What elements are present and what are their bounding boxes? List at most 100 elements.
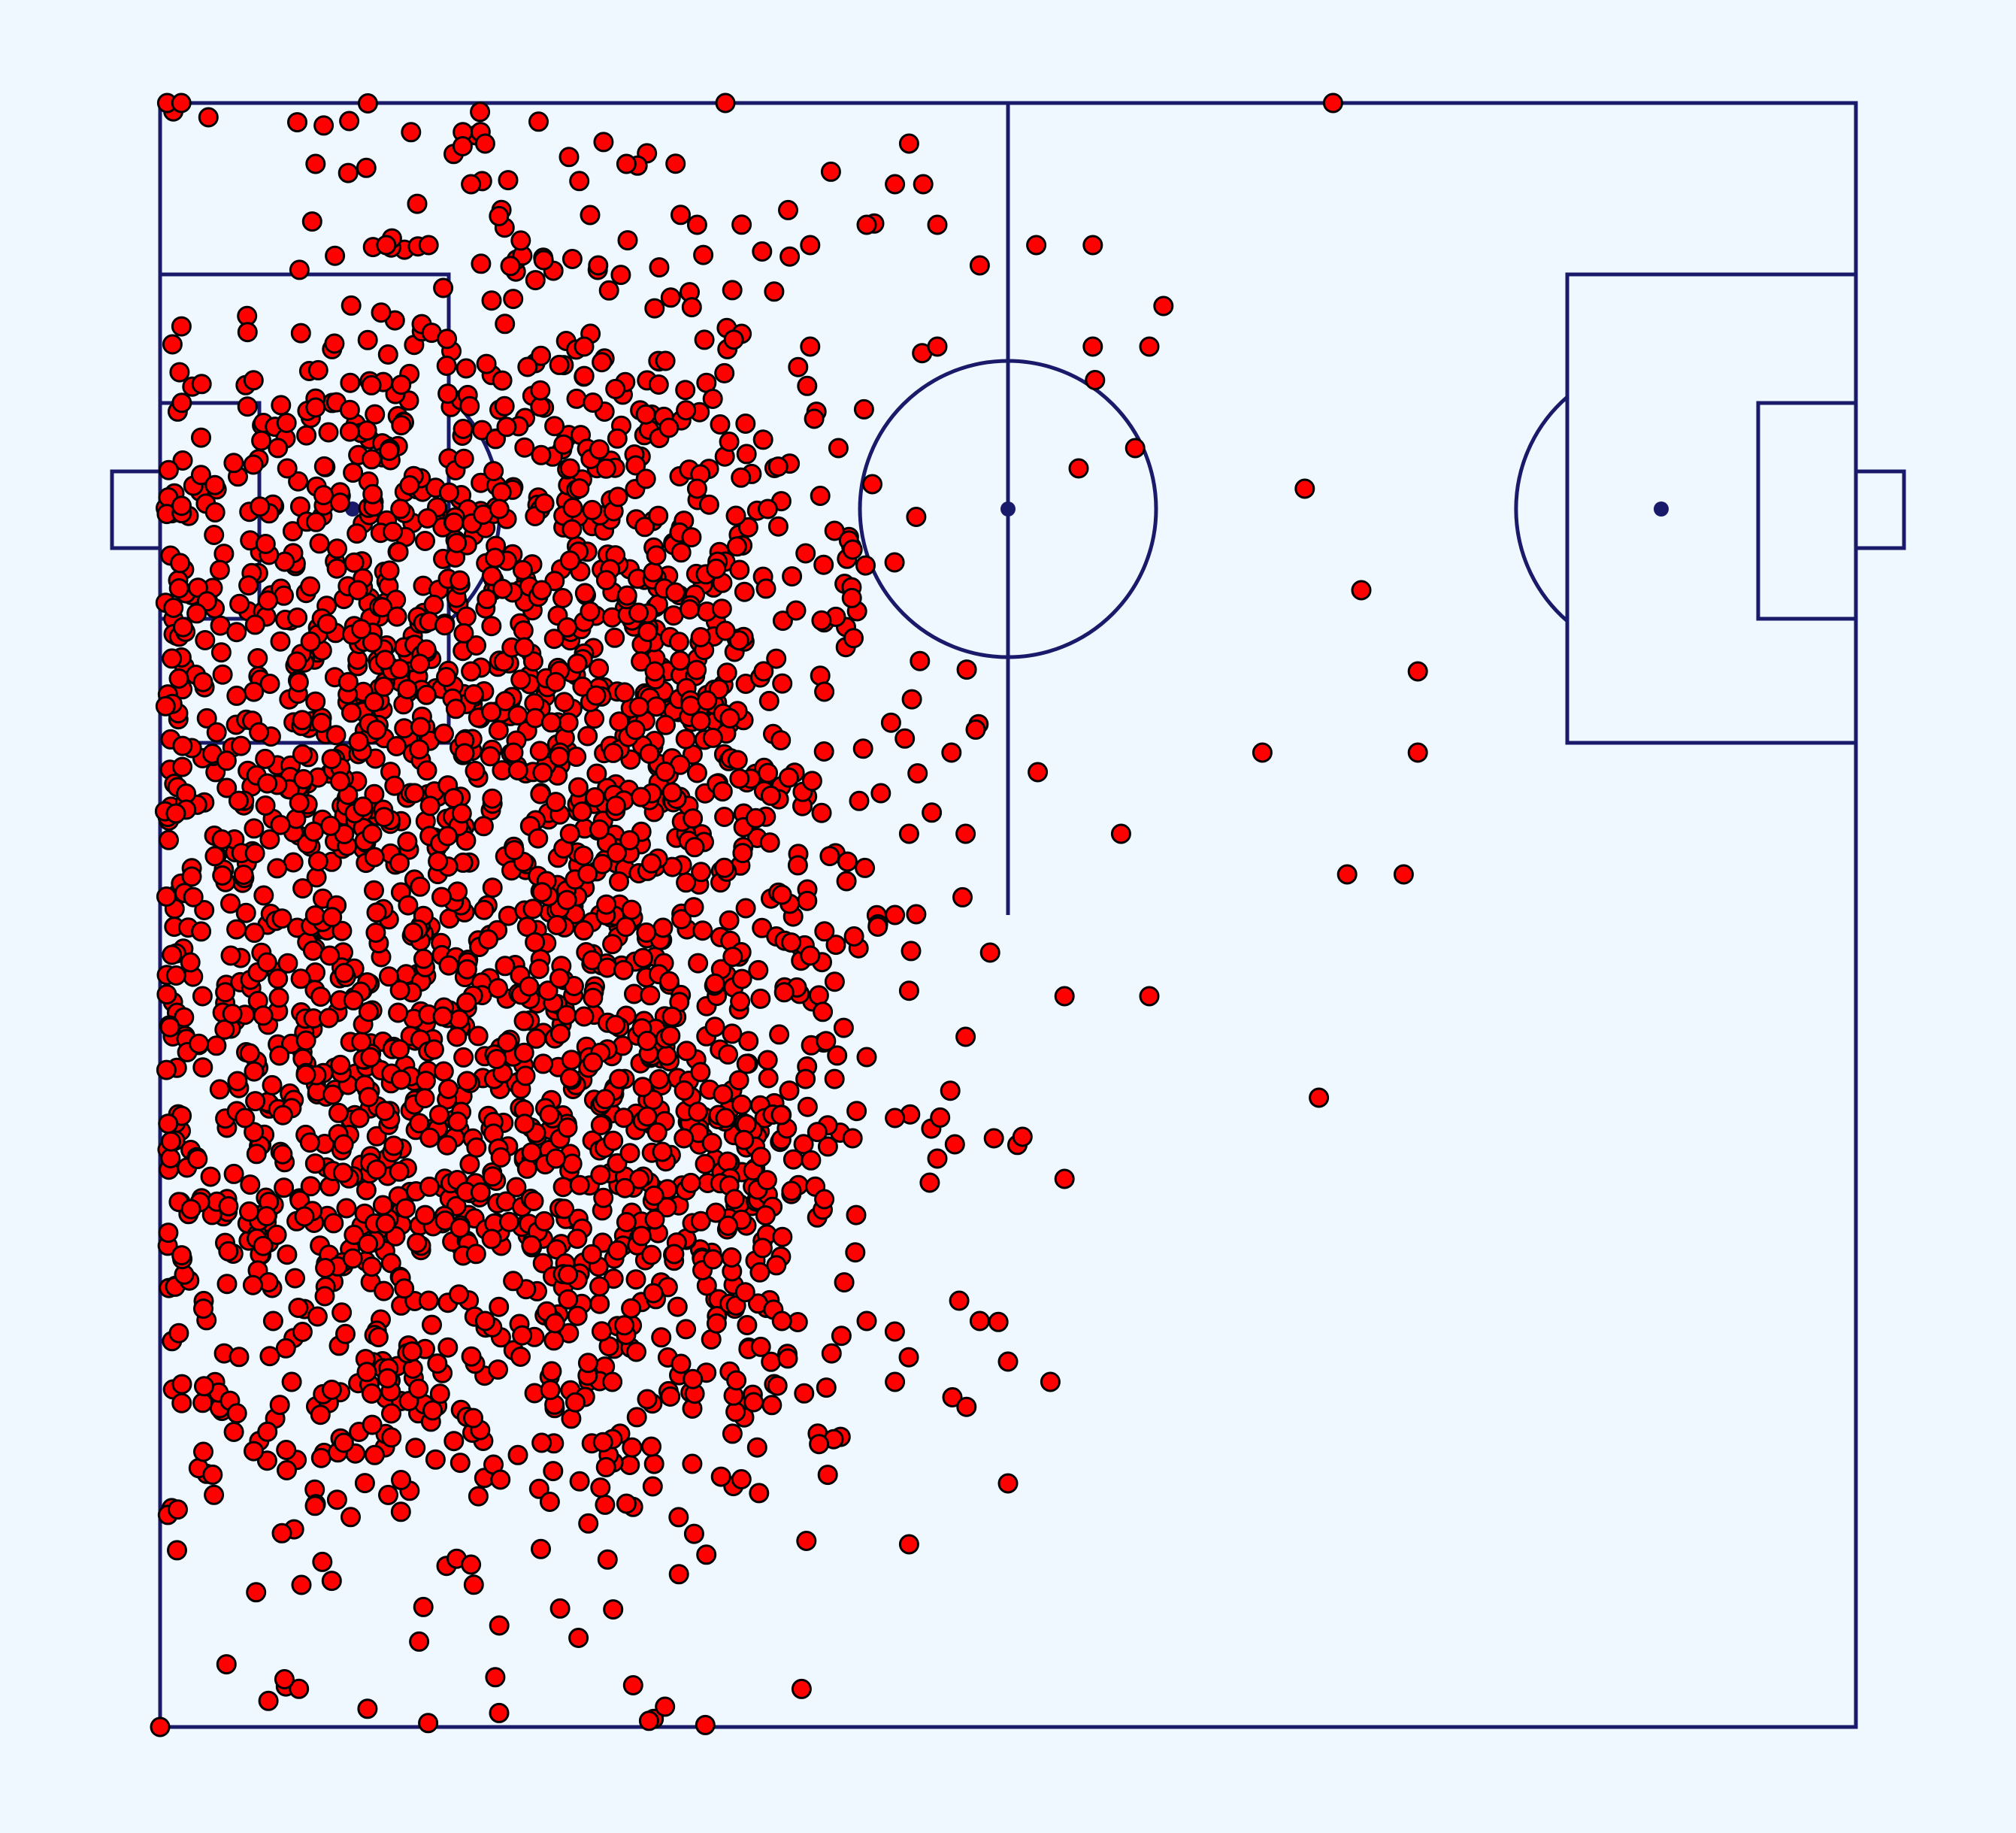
scatter-point: [403, 922, 424, 943]
scatter-point: [786, 600, 807, 621]
scatter-point: [755, 1205, 776, 1226]
scatter-point: [665, 582, 686, 603]
scatter-point: [628, 602, 649, 623]
scatter-point: [332, 1162, 353, 1183]
scatter-point: [644, 298, 665, 319]
scatter-point: [304, 1495, 325, 1516]
scatter-point: [366, 902, 387, 923]
scatter-point: [342, 1248, 363, 1269]
scatter-point: [450, 570, 471, 591]
scatter-point: [562, 519, 583, 540]
scatter-point: [490, 1469, 511, 1490]
scatter-point: [643, 1283, 664, 1304]
scatter-point: [755, 578, 776, 599]
scatter-point: [446, 1026, 468, 1047]
scatter-point: [727, 750, 748, 771]
scatter-point: [602, 934, 623, 955]
scatter-point: [437, 826, 458, 847]
scatter-point: [495, 691, 516, 711]
scatter-point: [837, 851, 858, 872]
scatter-point: [665, 153, 686, 174]
scatter-point: [324, 333, 345, 354]
scatter-point: [413, 948, 434, 969]
scatter-point: [285, 1268, 305, 1289]
scatter-point: [589, 658, 610, 679]
scatter-point: [218, 1241, 239, 1262]
scatter-point: [771, 1310, 792, 1332]
scatter-point: [760, 785, 781, 806]
scatter-point: [979, 942, 1000, 963]
right-penalty-spot: [1654, 501, 1669, 517]
scatter-point: [340, 372, 361, 393]
scatter-point: [531, 882, 552, 903]
scatter-point: [571, 801, 592, 822]
scatter-point: [845, 1242, 866, 1263]
scatter-point: [172, 756, 192, 777]
scatter-point: [413, 1596, 434, 1617]
scatter-point: [745, 807, 766, 829]
scatter-point: [558, 1264, 579, 1285]
scatter-point: [231, 735, 251, 756]
scatter-point: [531, 1538, 551, 1559]
scatter-point: [344, 552, 365, 573]
scatter-point: [318, 1007, 339, 1029]
scatter-point: [779, 246, 801, 267]
scatter-point: [216, 1274, 238, 1295]
scatter-point: [390, 1501, 411, 1522]
scatter-point: [539, 1492, 560, 1512]
scatter-point: [833, 1017, 854, 1038]
scatter-point: [616, 1493, 637, 1514]
scatter-point: [632, 1077, 653, 1098]
scatter-point: [816, 1377, 837, 1398]
scatter-point: [408, 1378, 429, 1399]
scatter-point: [419, 1127, 440, 1148]
scatter-point: [885, 904, 906, 926]
scatter-point: [286, 651, 307, 672]
scatter-point: [191, 427, 211, 448]
scatter-point: [907, 763, 928, 784]
scatter-point: [437, 1337, 459, 1358]
scatter-point: [300, 631, 321, 652]
scatter-point: [291, 1574, 312, 1595]
scatter-point: [214, 1019, 235, 1040]
scatter-point: [407, 1232, 428, 1253]
scatter-point: [592, 1432, 613, 1453]
scatter-point: [374, 1280, 395, 1301]
scatter-point: [965, 719, 986, 740]
scatter-point: [512, 559, 533, 580]
scatter-point: [173, 617, 193, 638]
scatter-point: [598, 280, 619, 301]
scatter-point: [220, 945, 241, 966]
scatter-point: [714, 807, 735, 827]
scatter-point: [246, 1144, 267, 1165]
scatter-point: [315, 1258, 336, 1278]
scatter-point: [828, 438, 849, 459]
scatter-point: [625, 1269, 646, 1290]
scatter-point: [497, 1032, 518, 1053]
scatter-point: [592, 853, 613, 874]
scatter-point: [729, 559, 750, 580]
scatter-point: [158, 1223, 179, 1244]
scatter-point: [731, 1094, 752, 1115]
scatter-point: [244, 1061, 265, 1082]
scatter-point: [675, 380, 696, 401]
scatter-point: [602, 1371, 623, 1392]
scatter-point: [534, 493, 555, 514]
scatter-point: [255, 748, 276, 769]
scatter-point: [507, 704, 528, 726]
scatter-point: [731, 1469, 752, 1489]
scatter-point: [767, 516, 789, 537]
scatter-point: [580, 205, 601, 226]
scatter-point: [619, 1143, 640, 1164]
scatter-point: [437, 329, 458, 350]
scatter-point: [1322, 92, 1343, 114]
scatter-point: [313, 115, 334, 136]
scatter-point: [269, 1045, 290, 1066]
scatter-point: [681, 527, 702, 548]
scatter-point: [1309, 1087, 1330, 1108]
scatter-point: [862, 474, 882, 495]
scatter-point: [566, 747, 587, 767]
scatter-point: [583, 1052, 604, 1073]
scatter-point: [414, 1088, 435, 1109]
scatter-point: [168, 668, 189, 689]
